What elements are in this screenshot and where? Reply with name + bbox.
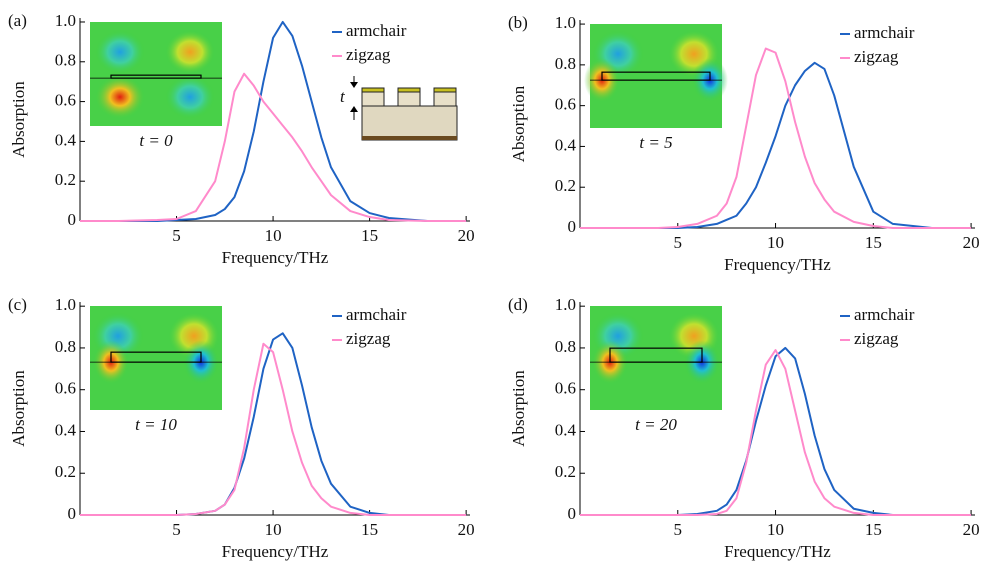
inset-ribbon [110, 74, 202, 79]
y-tick-label: 0.2 [55, 462, 76, 481]
y-tick-label: 0.2 [555, 462, 576, 481]
legend-label: armchair [854, 305, 915, 324]
x-axis-label: Frequency/THz [724, 542, 831, 561]
y-tick-label: 0 [568, 504, 577, 523]
legend-label: armchair [346, 305, 407, 324]
y-tick-label: 0.8 [55, 337, 76, 356]
inset-ribbon [609, 347, 703, 363]
y-tick-label: 0.8 [55, 51, 76, 70]
field-inset [584, 24, 728, 128]
ribbon-top [433, 87, 457, 93]
x-tick-label: 20 [458, 226, 475, 245]
series-line [80, 342, 467, 516]
panel-label: (b) [508, 13, 528, 32]
x-tick-label: 5 [674, 233, 683, 252]
x-tick-label: 5 [172, 226, 181, 245]
x-tick-label: 10 [767, 233, 784, 252]
y-tick-label: 0.6 [555, 95, 576, 114]
x-tick-label: 15 [865, 233, 882, 252]
inset-annotation: t = 0 [139, 131, 173, 150]
substrate-base [362, 136, 457, 140]
x-axis-label: Frequency/THz [222, 248, 329, 267]
panel-label: (d) [508, 295, 528, 314]
y-tick-label: 0.8 [555, 337, 576, 356]
x-tick-label: 5 [172, 520, 181, 539]
y-tick-label: 1.0 [555, 295, 576, 314]
inset-ribbon [601, 71, 711, 81]
inset-annotation: t = 20 [635, 415, 677, 434]
y-tick-label: 0.6 [55, 379, 76, 398]
x-tick-label: 5 [674, 520, 683, 539]
field-inset [590, 306, 722, 410]
x-tick-label: 10 [265, 226, 282, 245]
y-axis-label: Absorption [509, 85, 528, 162]
series-line [80, 72, 467, 222]
y-axis-label: Absorption [9, 370, 28, 447]
inset-annotation: t = 10 [135, 415, 177, 434]
legend-label: zigzag [346, 45, 391, 64]
substrate [361, 105, 458, 141]
x-tick-label: 20 [963, 233, 980, 252]
dim-head [350, 106, 358, 112]
inset-annotation: t = 5 [639, 133, 672, 152]
field-inset [90, 306, 222, 410]
x-tick-label: 10 [265, 520, 282, 539]
dim-head [350, 82, 358, 88]
field-inset [90, 22, 222, 126]
x-tick-label: 10 [767, 520, 784, 539]
x-tick-label: 15 [361, 520, 378, 539]
series-line [580, 47, 972, 229]
y-tick-label: 0.2 [555, 176, 576, 195]
ribbon-top [361, 87, 385, 93]
y-tick-label: 0.8 [555, 54, 576, 73]
legend-label: zigzag [854, 329, 899, 348]
y-tick-label: 0.4 [555, 420, 577, 439]
legend-label: armchair [346, 21, 407, 40]
field-lobe [95, 30, 145, 74]
y-tick-label: 0.4 [55, 420, 77, 439]
field-lobe [165, 75, 215, 119]
y-tick-label: 0.2 [55, 170, 76, 189]
y-axis-label: Absorption [509, 370, 528, 447]
y-axis-label: Absorption [9, 81, 28, 158]
panel-label: (c) [8, 295, 27, 314]
legend-label: zigzag [346, 329, 391, 348]
y-tick-label: 0.6 [55, 90, 76, 109]
legend-label: armchair [854, 23, 915, 42]
y-tick-label: 0.4 [555, 135, 577, 154]
x-axis-label: Frequency/THz [724, 255, 831, 274]
ribbon-top [397, 87, 421, 93]
y-tick-label: 1.0 [55, 295, 76, 314]
y-tick-label: 1.0 [555, 13, 576, 32]
inset-ribbon [110, 351, 202, 363]
inset-label: t [340, 87, 346, 106]
panel-label: (a) [8, 11, 27, 30]
y-tick-label: 0.4 [55, 130, 77, 149]
y-tick-label: 0 [68, 210, 77, 229]
y-tick-label: 0 [68, 504, 77, 523]
series-line [580, 61, 972, 229]
x-tick-label: 15 [865, 520, 882, 539]
x-axis-label: Frequency/THz [222, 542, 329, 561]
field-lobe [95, 75, 145, 119]
legend-label: zigzag [854, 47, 899, 66]
field-lobe [165, 30, 215, 74]
x-tick-label: 15 [361, 226, 378, 245]
x-tick-label: 20 [458, 520, 475, 539]
y-tick-label: 1.0 [55, 11, 76, 30]
y-tick-label: 0 [568, 217, 577, 236]
series-line [80, 20, 467, 222]
x-tick-label: 20 [963, 520, 980, 539]
series-line [580, 349, 972, 516]
y-tick-label: 0.6 [555, 379, 576, 398]
